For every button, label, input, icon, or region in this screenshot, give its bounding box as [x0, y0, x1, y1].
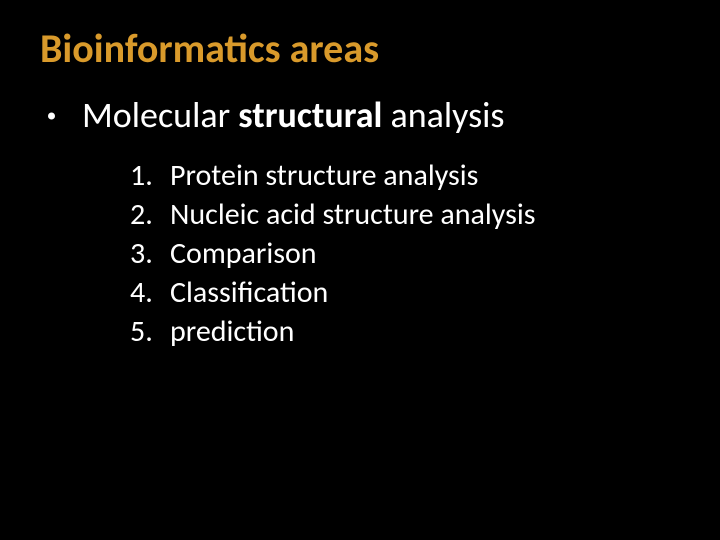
list-item: 5. prediction [130, 312, 680, 351]
bullet-dot-icon [48, 112, 55, 119]
list-text: Comparison [160, 234, 317, 273]
list-number: 1. [130, 156, 160, 195]
list-text: prediction [160, 312, 294, 351]
list-item: 3. Comparison [130, 234, 680, 273]
slide: Bioinformatics areas Molecular structura… [0, 0, 720, 540]
list-number: 4. [130, 273, 160, 312]
list-item: 1. Protein structure analysis [130, 156, 680, 195]
slide-title: Bioinformatics areas [40, 28, 680, 70]
sub-list: 1. Protein structure analysis 2. Nucleic… [40, 156, 680, 351]
list-text: Classification [160, 273, 328, 312]
main-bullet-post: analysis [382, 93, 504, 137]
list-text: Protein structure analysis [160, 156, 478, 195]
main-bullet: Molecular structural analysis [40, 96, 680, 136]
main-bullet-pre: Molecular [82, 93, 238, 137]
list-item: 2. Nucleic acid structure analysis [130, 195, 680, 234]
list-number: 2. [130, 195, 160, 234]
list-number: 3. [130, 234, 160, 273]
list-text: Nucleic acid structure analysis [160, 195, 535, 234]
list-number: 5. [130, 312, 160, 351]
main-bullet-bold: structural [238, 93, 382, 137]
list-item: 4. Classification [130, 273, 680, 312]
